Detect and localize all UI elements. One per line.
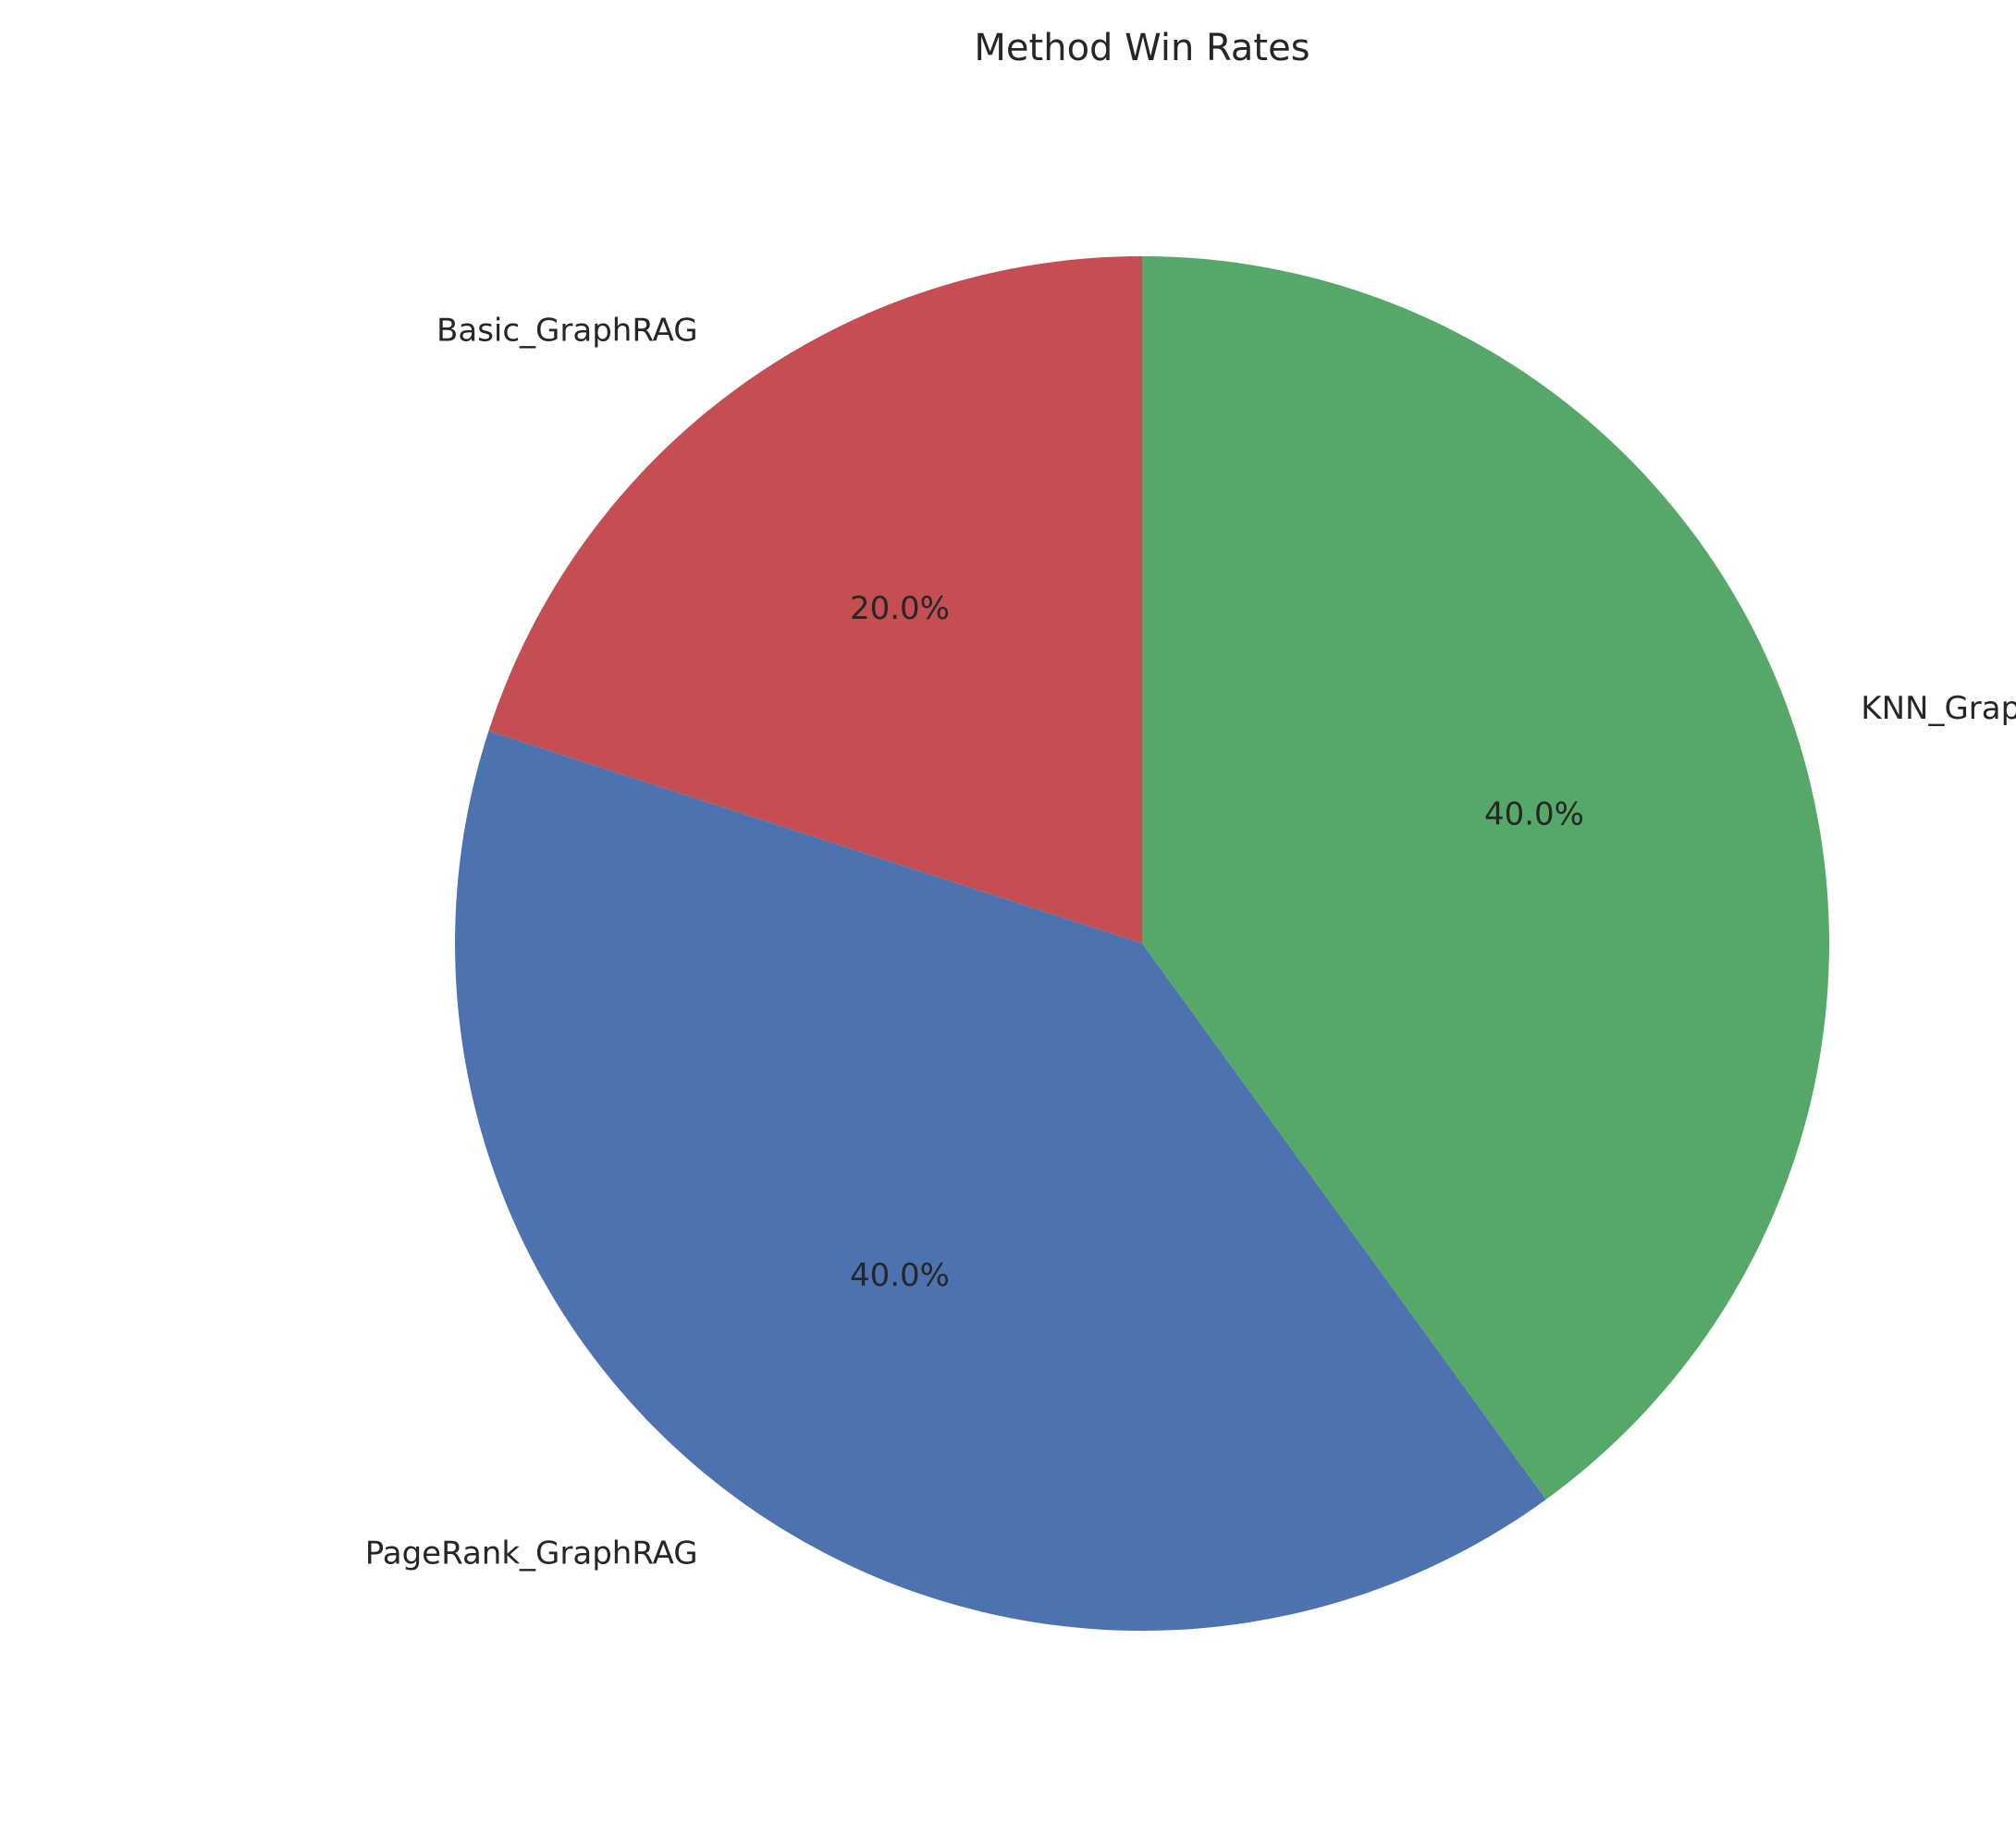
slice-percent-knn-graphrag: 40.0% [1484,796,1584,833]
chart-title: Method Win Rates [974,27,1309,69]
slice-percent-basic-graphrag: 20.0% [850,590,950,627]
slice-percent-pagerank-graphrag: 40.0% [850,1257,950,1294]
pie-slice-pagerank-graphrag [455,731,1546,1632]
pie-slice-knn-graphrag [1142,256,1830,1500]
pie-slice-basic-graphrag [488,256,1142,943]
slice-label-basic-graphrag: Basic_GraphRAG [436,312,698,349]
slice-label-knn-graphrag: KNN_GraphRAG [1861,690,2016,727]
slice-label-pagerank-graphrag: PageRank_GraphRAG [365,1535,698,1572]
pie-slices [455,256,1830,1632]
pie-labels: Basic_GraphRAG 20.0% PageRank_GraphRAG 40.0… [365,312,2016,1572]
